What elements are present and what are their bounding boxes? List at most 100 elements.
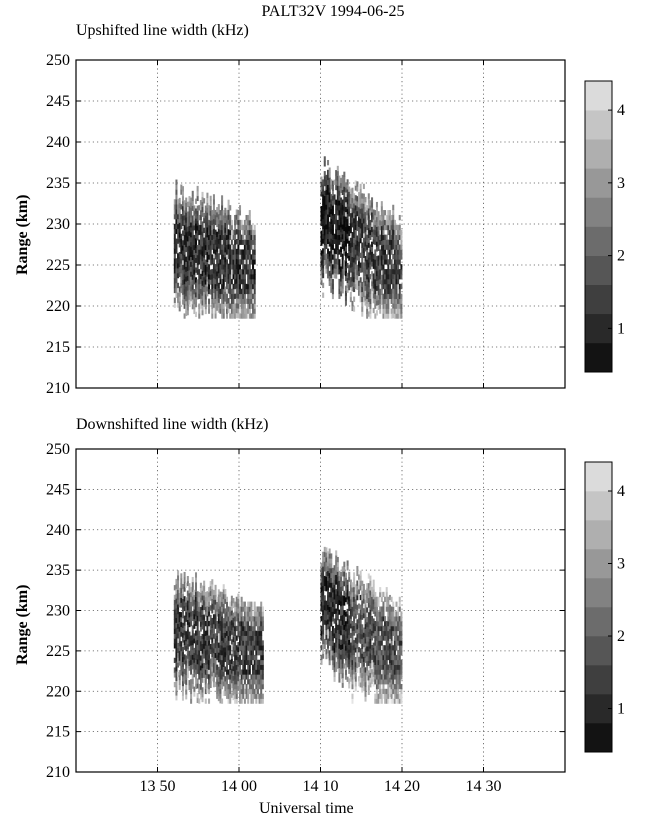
data-cell	[185, 631, 188, 637]
data-cell	[364, 618, 367, 625]
data-cell	[209, 673, 212, 679]
data-cell	[237, 254, 240, 260]
data-cell	[344, 246, 347, 252]
data-cell	[216, 300, 219, 306]
data-cell	[357, 285, 361, 291]
data-cell	[327, 238, 330, 245]
data-cell	[385, 308, 388, 314]
data-cell	[224, 690, 227, 696]
data-cell	[253, 303, 256, 309]
data-cell	[230, 313, 233, 319]
data-cell	[175, 243, 178, 249]
data-cell	[224, 666, 227, 672]
data-cell	[385, 606, 388, 612]
data-cell	[229, 205, 232, 211]
data-cell	[209, 259, 212, 266]
data-cell	[190, 640, 193, 646]
data-cell	[371, 207, 374, 213]
data-cell	[371, 217, 374, 223]
data-cell	[208, 654, 211, 661]
data-cell	[400, 616, 403, 622]
data-cell	[331, 224, 334, 231]
data-cell	[388, 672, 391, 678]
data-cell	[320, 625, 323, 631]
data-cell	[384, 679, 387, 685]
data-cell	[331, 630, 334, 637]
data-cell	[387, 645, 390, 651]
data-cell	[230, 259, 233, 265]
data-cell	[181, 671, 184, 677]
data-cell	[248, 303, 251, 309]
data-cell	[369, 628, 372, 635]
data-cell	[349, 632, 352, 639]
data-cell	[327, 179, 330, 185]
data-cell	[256, 635, 259, 641]
data-cell	[225, 303, 228, 309]
data-cell	[372, 652, 375, 658]
data-cell	[392, 688, 395, 695]
data-cell	[346, 218, 349, 224]
data-cell	[250, 313, 253, 319]
data-cell	[193, 234, 196, 241]
data-cell	[371, 649, 374, 656]
data-cell	[400, 254, 403, 260]
data-cell	[353, 198, 356, 204]
data-cell	[330, 198, 333, 205]
data-cell	[374, 313, 377, 319]
data-cell	[219, 673, 222, 680]
data-cell	[357, 613, 361, 619]
data-cell	[183, 224, 186, 231]
colorbar-segment	[585, 313, 612, 344]
data-cell	[208, 224, 211, 231]
data-cell	[255, 674, 258, 680]
data-cell	[375, 221, 378, 227]
data-cell	[230, 615, 233, 621]
data-cell	[190, 698, 193, 704]
data-cell	[219, 596, 222, 602]
data-cell	[243, 274, 246, 280]
data-cell	[227, 621, 230, 627]
data-cell	[325, 258, 328, 264]
data-cell	[224, 681, 227, 687]
colorbar-segment	[585, 491, 612, 521]
data-cell	[388, 244, 391, 250]
data-cell	[177, 258, 180, 264]
data-cell	[180, 660, 183, 666]
data-cell	[245, 313, 248, 319]
data-cell	[357, 231, 361, 237]
data-cell	[260, 621, 263, 627]
data-cell	[351, 305, 354, 312]
data-cell	[234, 635, 237, 641]
data-cell	[198, 616, 201, 622]
data-cell	[181, 685, 184, 691]
data-cell	[190, 616, 193, 622]
data-cell	[371, 261, 374, 267]
data-cell	[232, 269, 235, 275]
data-cell	[400, 611, 403, 617]
data-cell	[239, 293, 242, 300]
data-cell	[362, 583, 365, 590]
data-cell	[191, 269, 194, 275]
data-cell	[185, 310, 188, 317]
data-cell	[335, 248, 338, 255]
data-cell	[229, 229, 232, 236]
data-cell	[211, 210, 214, 216]
data-cell	[353, 596, 356, 602]
data-cell	[390, 659, 393, 666]
data-cell	[388, 677, 391, 683]
data-cell	[219, 620, 222, 626]
data-cell	[354, 214, 357, 221]
data-cell	[322, 199, 325, 205]
data-cell	[384, 630, 387, 636]
data-cell	[348, 196, 351, 202]
data-cell	[242, 693, 245, 699]
data-cell	[380, 235, 383, 241]
data-cell	[343, 225, 346, 232]
data-cell	[380, 654, 383, 661]
data-cell	[208, 601, 211, 607]
data-cell	[377, 630, 380, 636]
data-cell	[320, 562, 323, 568]
data-cell	[366, 626, 369, 633]
data-cell	[361, 600, 364, 606]
data-cell	[208, 698, 211, 704]
